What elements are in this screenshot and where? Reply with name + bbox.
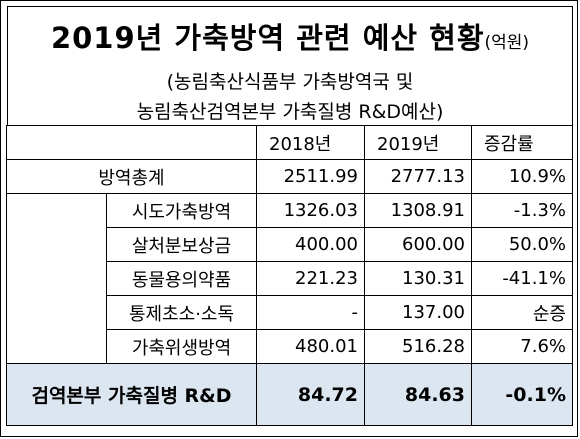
table-row: 시도가축방역 1326.03 1308.91 -1.3% <box>6 193 573 228</box>
item-change: 순증 <box>471 295 573 330</box>
item-2018: 1326.03 <box>256 193 365 228</box>
rnd-change: -0.1% <box>471 363 573 426</box>
item-2018: 221.23 <box>256 261 365 296</box>
total-row: 방역총계 2511.99 2777.13 10.9% <box>6 159 573 194</box>
indent-cell <box>6 227 107 262</box>
unit-label: (억원) <box>484 33 530 53</box>
rnd-2018: 84.72 <box>256 363 365 426</box>
item-label: 살처분보상금 <box>106 227 257 262</box>
rnd-label: 검역본부 가축질병 R&D <box>6 363 257 426</box>
item-change: -41.1% <box>471 261 573 296</box>
header-row: 2018년 2019년 증감률 <box>6 125 573 160</box>
header-2019: 2019년 <box>364 125 472 160</box>
total-change: 10.9% <box>471 159 573 194</box>
item-label: 가축위생방역 <box>106 329 257 364</box>
indent-cell <box>6 261 107 296</box>
item-change: -1.3% <box>471 193 573 228</box>
rnd-2019: 84.63 <box>364 363 472 426</box>
table-row: 살처분보상금 400.00 600.00 50.0% <box>6 227 573 262</box>
table-row: 동물용의약품 221.23 130.31 -41.1% <box>6 261 573 296</box>
table-row: 통제초소·소독 - 137.00 순증 <box>6 295 573 330</box>
subtitle-line-1: (농림축산식품부 가축방역국 및 <box>166 71 414 93</box>
rnd-row: 검역본부 가축질병 R&D 84.72 84.63 -0.1% <box>6 363 573 426</box>
item-2019: 137.00 <box>364 295 472 330</box>
indent-cell <box>6 193 107 228</box>
item-change: 7.6% <box>471 329 573 364</box>
subtitle-line-2: 농림축산검역본부 가축질병 R&D예산) <box>136 101 444 123</box>
title-block: 2019년 가축방역 관련 예산 현황(억원) (농림축산식품부 가축방역국 및… <box>7 6 573 126</box>
total-2018: 2511.99 <box>256 159 365 194</box>
header-blank-cell <box>6 125 257 160</box>
budget-table: 2018년 2019년 증감률 방역총계 2511.99 2777.13 10.… <box>6 125 573 426</box>
item-2018: - <box>256 295 365 330</box>
item-2018: 400.00 <box>256 227 365 262</box>
header-change: 증감률 <box>471 125 573 160</box>
item-2019: 1308.91 <box>364 193 472 228</box>
indent-cell <box>6 329 107 364</box>
item-change: 50.0% <box>471 227 573 262</box>
table-row: 가축위생방역 480.01 516.28 7.6% <box>6 329 573 364</box>
item-2018: 480.01 <box>256 329 365 364</box>
item-2019: 600.00 <box>364 227 472 262</box>
item-label: 통제초소·소독 <box>106 295 257 330</box>
item-2019: 130.31 <box>364 261 472 296</box>
item-2019: 516.28 <box>364 329 472 364</box>
item-label: 시도가축방역 <box>106 193 257 228</box>
title-text: 2019년 가축방역 관련 예산 현황 <box>50 21 485 55</box>
indent-cell <box>6 295 107 330</box>
total-2019: 2777.13 <box>364 159 472 194</box>
total-label: 방역총계 <box>6 159 257 194</box>
page-title: 2019년 가축방역 관련 예산 현황(억원) <box>8 15 572 57</box>
item-label: 동물용의약품 <box>106 261 257 296</box>
header-2018: 2018년 <box>256 125 365 160</box>
